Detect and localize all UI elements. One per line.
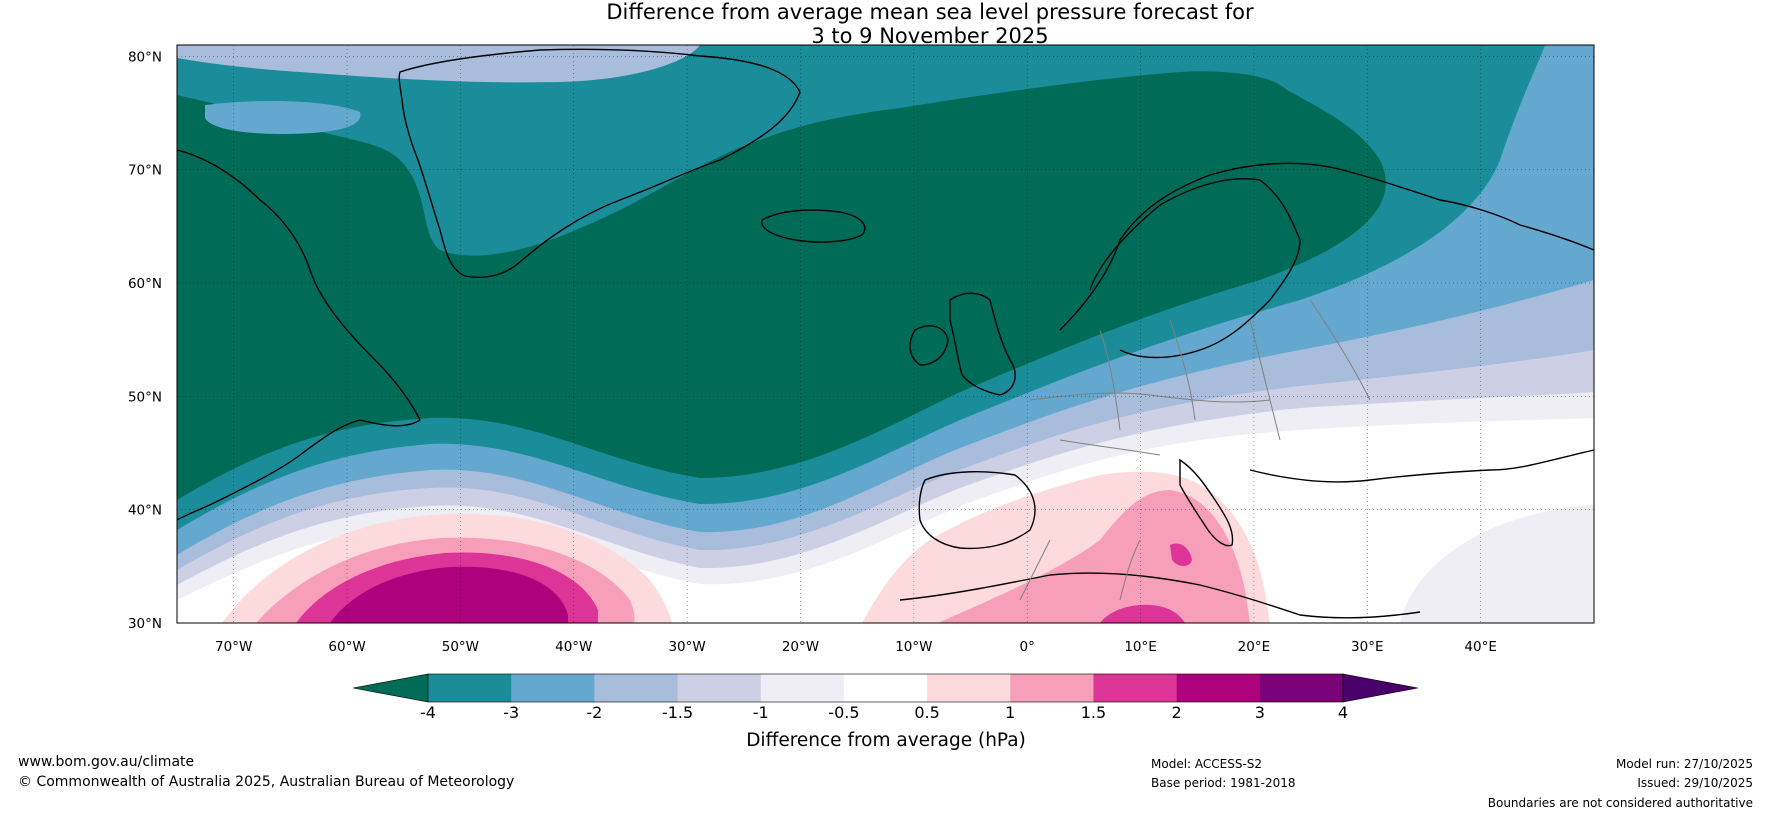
- lat-label: 30°N: [128, 616, 162, 632]
- latitude-labels: 30°N 40°N 50°N 60°N 70°N 80°N: [128, 49, 162, 632]
- contour-pos-1-med: [938, 490, 1250, 623]
- greenland-coast: [398, 48, 801, 279]
- colorbar-tick-label: 1: [1005, 703, 1015, 722]
- lon-label: 10°E: [1124, 639, 1156, 655]
- ireland-coast: [909, 325, 949, 366]
- lon-label: 20°E: [1238, 639, 1270, 655]
- colorbar-tick-label: -4: [420, 703, 436, 722]
- lon-label: 60°W: [328, 639, 365, 655]
- lon-label: 70°W: [215, 639, 252, 655]
- country-borders: [1019, 299, 1371, 601]
- colorbar-tick-label: 3: [1255, 703, 1265, 722]
- north-america-coast: [177, 149, 421, 521]
- colorbar-tick-label: 0.5: [914, 703, 939, 722]
- italy-coast: [1179, 458, 1234, 547]
- footer-copyright: © Commonwealth of Australia 2025, Austra…: [18, 774, 515, 790]
- contour-neg-4: [177, 71, 1386, 500]
- footer-disclaimer: Boundaries are not considered authoritat…: [1487, 796, 1753, 810]
- mediterranean-east-coast: [1249, 449, 1594, 483]
- lon-label: 20°W: [782, 639, 819, 655]
- colorbar-extend-high: [1342, 673, 1419, 703]
- lon-label: 30°E: [1351, 639, 1383, 655]
- map-frame: [176, 44, 1595, 624]
- lon-label: 40°E: [1464, 639, 1496, 655]
- north-africa-coast: [899, 572, 1421, 619]
- graticule: [177, 45, 1594, 624]
- colorbar-tick-label: 2: [1172, 703, 1182, 722]
- lat-label: 70°N: [128, 163, 162, 179]
- contour-patch-arctic: [177, 45, 700, 83]
- footer-model-run: Model run: 27/10/2025: [1615, 757, 1753, 771]
- map-title: Difference from average mean sea level p…: [0, 0, 1770, 48]
- lon-label: 30°W: [668, 639, 705, 655]
- colorbar-tick-label: -1.5: [662, 703, 693, 722]
- colorbar-extend-low: [352, 673, 429, 703]
- colorbar: [352, 673, 1419, 703]
- lat-label: 60°N: [128, 276, 162, 292]
- colorbar-segment: [1259, 674, 1344, 702]
- colorbar-tick-label: -0.5: [828, 703, 859, 722]
- lat-label: 50°N: [128, 389, 162, 405]
- lon-label: 0°: [1020, 639, 1035, 655]
- contour-pos-1.5-med: [1100, 604, 1185, 623]
- contour-pos-1.5-italy: [1170, 543, 1192, 566]
- colorbar-tick-label: -3: [503, 703, 519, 722]
- colorbar-segment: [760, 674, 845, 702]
- footer-website: www.bom.gov.au/climate: [18, 754, 195, 770]
- map-panel: [177, 45, 1594, 623]
- europe-coast: [1059, 162, 1594, 331]
- colorbar-tick-labels: -4 -3 -2 -1.5 -1 -0.5 0.5 1 1.5 2 3 4: [420, 703, 1348, 722]
- britain-coast: [949, 292, 1016, 396]
- title-line-1: Difference from average mean sea level p…: [606, 0, 1254, 24]
- lat-label: 40°N: [128, 503, 162, 519]
- contour-neg-0.5-east: [1400, 505, 1594, 623]
- footer-issued: Issued: 29/10/2025: [1637, 776, 1753, 790]
- lon-label: 50°W: [442, 639, 479, 655]
- lon-label: 10°W: [895, 639, 932, 655]
- colorbar-segment: [1010, 674, 1094, 702]
- lat-label: 80°N: [128, 49, 162, 65]
- colorbar-segment: [927, 674, 1011, 702]
- colorbar-segment: [428, 674, 512, 702]
- lon-label: 40°W: [555, 639, 592, 655]
- colorbar-segment: [843, 674, 928, 702]
- colorbar-tick-label: 4: [1338, 703, 1348, 722]
- scandinavia-coast: [1089, 178, 1301, 359]
- colorbar-tick-label: -2: [586, 703, 602, 722]
- colorbar-frame: [427, 673, 1344, 703]
- colorbar-segment: [677, 674, 762, 702]
- colorbar-segment: [511, 674, 595, 702]
- iberia-coast: [918, 471, 1036, 550]
- contour-pos-2-west: [330, 566, 568, 623]
- colorbar-segment: [1093, 674, 1178, 702]
- colorbar-tick-label: -1: [753, 703, 769, 722]
- contour-patch-nw: [205, 100, 361, 134]
- footer-model: Model: ACCESS-S2: [1151, 757, 1263, 771]
- title-line-2: 3 to 9 November 2025: [811, 24, 1049, 48]
- colorbar-segment: [1176, 674, 1261, 702]
- longitude-labels: 70°W 60°W 50°W 40°W 30°W 20°W 10°W 0° 10°E 20°E 30…: [215, 639, 1497, 655]
- colorbar-label: Difference from average (hPa): [746, 730, 1026, 751]
- coastlines: [177, 48, 1594, 619]
- colorbar-segment: [594, 674, 679, 702]
- colorbar-tick-label: 1.5: [1081, 703, 1106, 722]
- footer-base-period: Base period: 1981-2018: [1151, 776, 1296, 790]
- iceland-coast: [761, 209, 866, 243]
